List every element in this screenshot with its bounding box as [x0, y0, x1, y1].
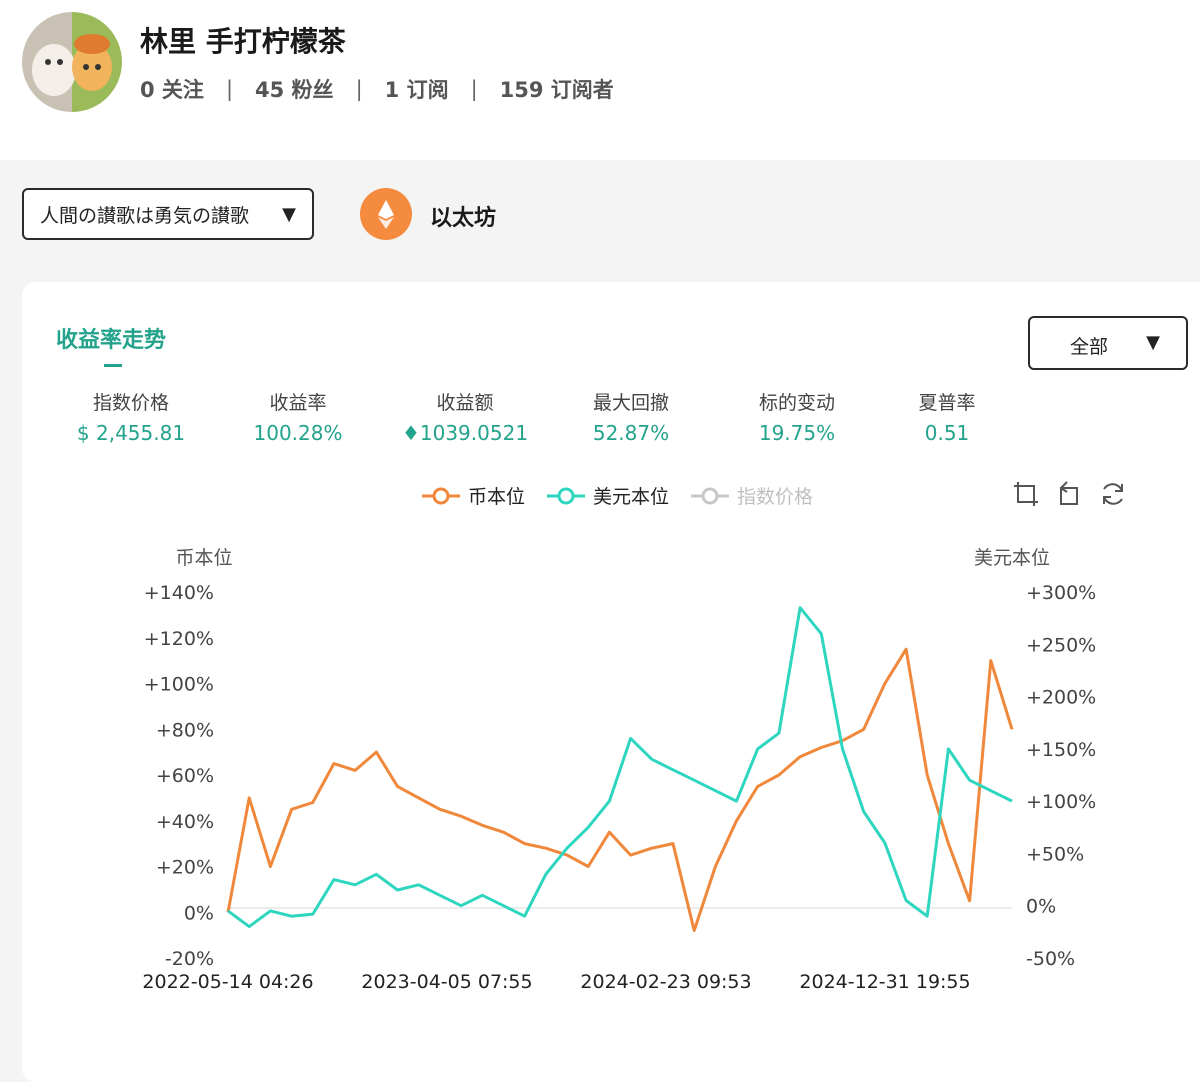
metric-label: 最大回撤: [592, 392, 669, 414]
crop-icon[interactable]: [1012, 480, 1040, 508]
metric-value: 0.51: [924, 421, 970, 445]
metric-label: 指数价格: [92, 392, 169, 414]
user-name: 林里 手打柠檬茶: [140, 25, 346, 58]
metric-label: 夏普率: [918, 392, 976, 414]
tab-active-indicator: [104, 364, 122, 367]
legend-label: 币本位: [468, 486, 526, 508]
chevron-down-icon: ▼: [1146, 332, 1160, 353]
strategy-select[interactable]: 人間の讃歌は勇気の讃歌 ▼: [22, 188, 314, 240]
metric-sharpe-ratio: 夏普率 0.51: [867, 388, 1027, 445]
metric-return-amount: 收益额 ♦1039.0521: [385, 388, 545, 445]
stats-separator: |: [355, 77, 363, 101]
legend-marker-icon: [547, 487, 586, 504]
metric-value: 100.28%: [253, 421, 343, 445]
range-select[interactable]: 全部 ▼: [1028, 316, 1188, 370]
subscriptions-count[interactable]: 1 订阅: [384, 78, 449, 102]
legend-item-coin[interactable]: 币本位: [420, 482, 525, 509]
avatar[interactable]: [22, 12, 122, 112]
undo-icon[interactable]: [1055, 480, 1083, 508]
coin-name: 以太坊: [430, 206, 497, 231]
following-count[interactable]: 0 关注: [140, 78, 204, 102]
metric-value: $ 2,455.81: [76, 421, 186, 445]
metric-label: 标的变动: [758, 392, 835, 414]
range-select-value: 全部: [1070, 336, 1109, 358]
legend-marker-icon: [422, 487, 460, 504]
legend-item-index[interactable]: 指数价格: [689, 482, 813, 509]
metric-label: 收益率: [269, 392, 327, 414]
metric-label: 收益额: [436, 392, 494, 414]
legend-item-usd[interactable]: 美元本位: [545, 482, 669, 509]
chart-legend: 币本位 美元本位 指数价格: [420, 482, 833, 509]
strategy-select-value: 人間の讃歌は勇気の讃歌: [40, 204, 250, 227]
subscribers-count[interactable]: 159 订阅者: [499, 78, 614, 102]
chevron-down-icon: ▼: [282, 204, 296, 225]
stats-separator: |: [225, 77, 234, 101]
legend-label: 指数价格: [737, 486, 814, 508]
metric-underlying-change: 标的变动 19.75%: [717, 388, 877, 445]
profile-stats: 0 关注 | 45 粉丝 | 1 订阅 | 159 订阅者: [140, 74, 614, 104]
legend-marker-icon: [691, 487, 730, 504]
profile-header: 林里 手打柠檬茶 0 关注 | 45 粉丝 | 1 订阅 | 159 订阅者: [0, 0, 1200, 160]
ethereum-icon: [360, 188, 412, 240]
avatar-image: [22, 12, 122, 112]
stats-separator: |: [470, 77, 478, 101]
metric-index-price: 指数价格 $ 2,455.81: [51, 388, 211, 445]
metric-return-rate: 收益率 100.28%: [218, 388, 378, 445]
metric-value: 52.87%: [592, 421, 670, 445]
legend-label: 美元本位: [593, 486, 670, 508]
metric-max-drawdown: 最大回撤 52.87%: [551, 388, 711, 445]
metric-value: ♦1039.0521: [401, 421, 529, 445]
followers-count[interactable]: 45 粉丝: [255, 78, 334, 102]
refresh-icon[interactable]: [1099, 480, 1127, 508]
tab-returns-trend[interactable]: 收益率走势: [56, 328, 167, 353]
metric-value: 19.75%: [758, 421, 836, 445]
